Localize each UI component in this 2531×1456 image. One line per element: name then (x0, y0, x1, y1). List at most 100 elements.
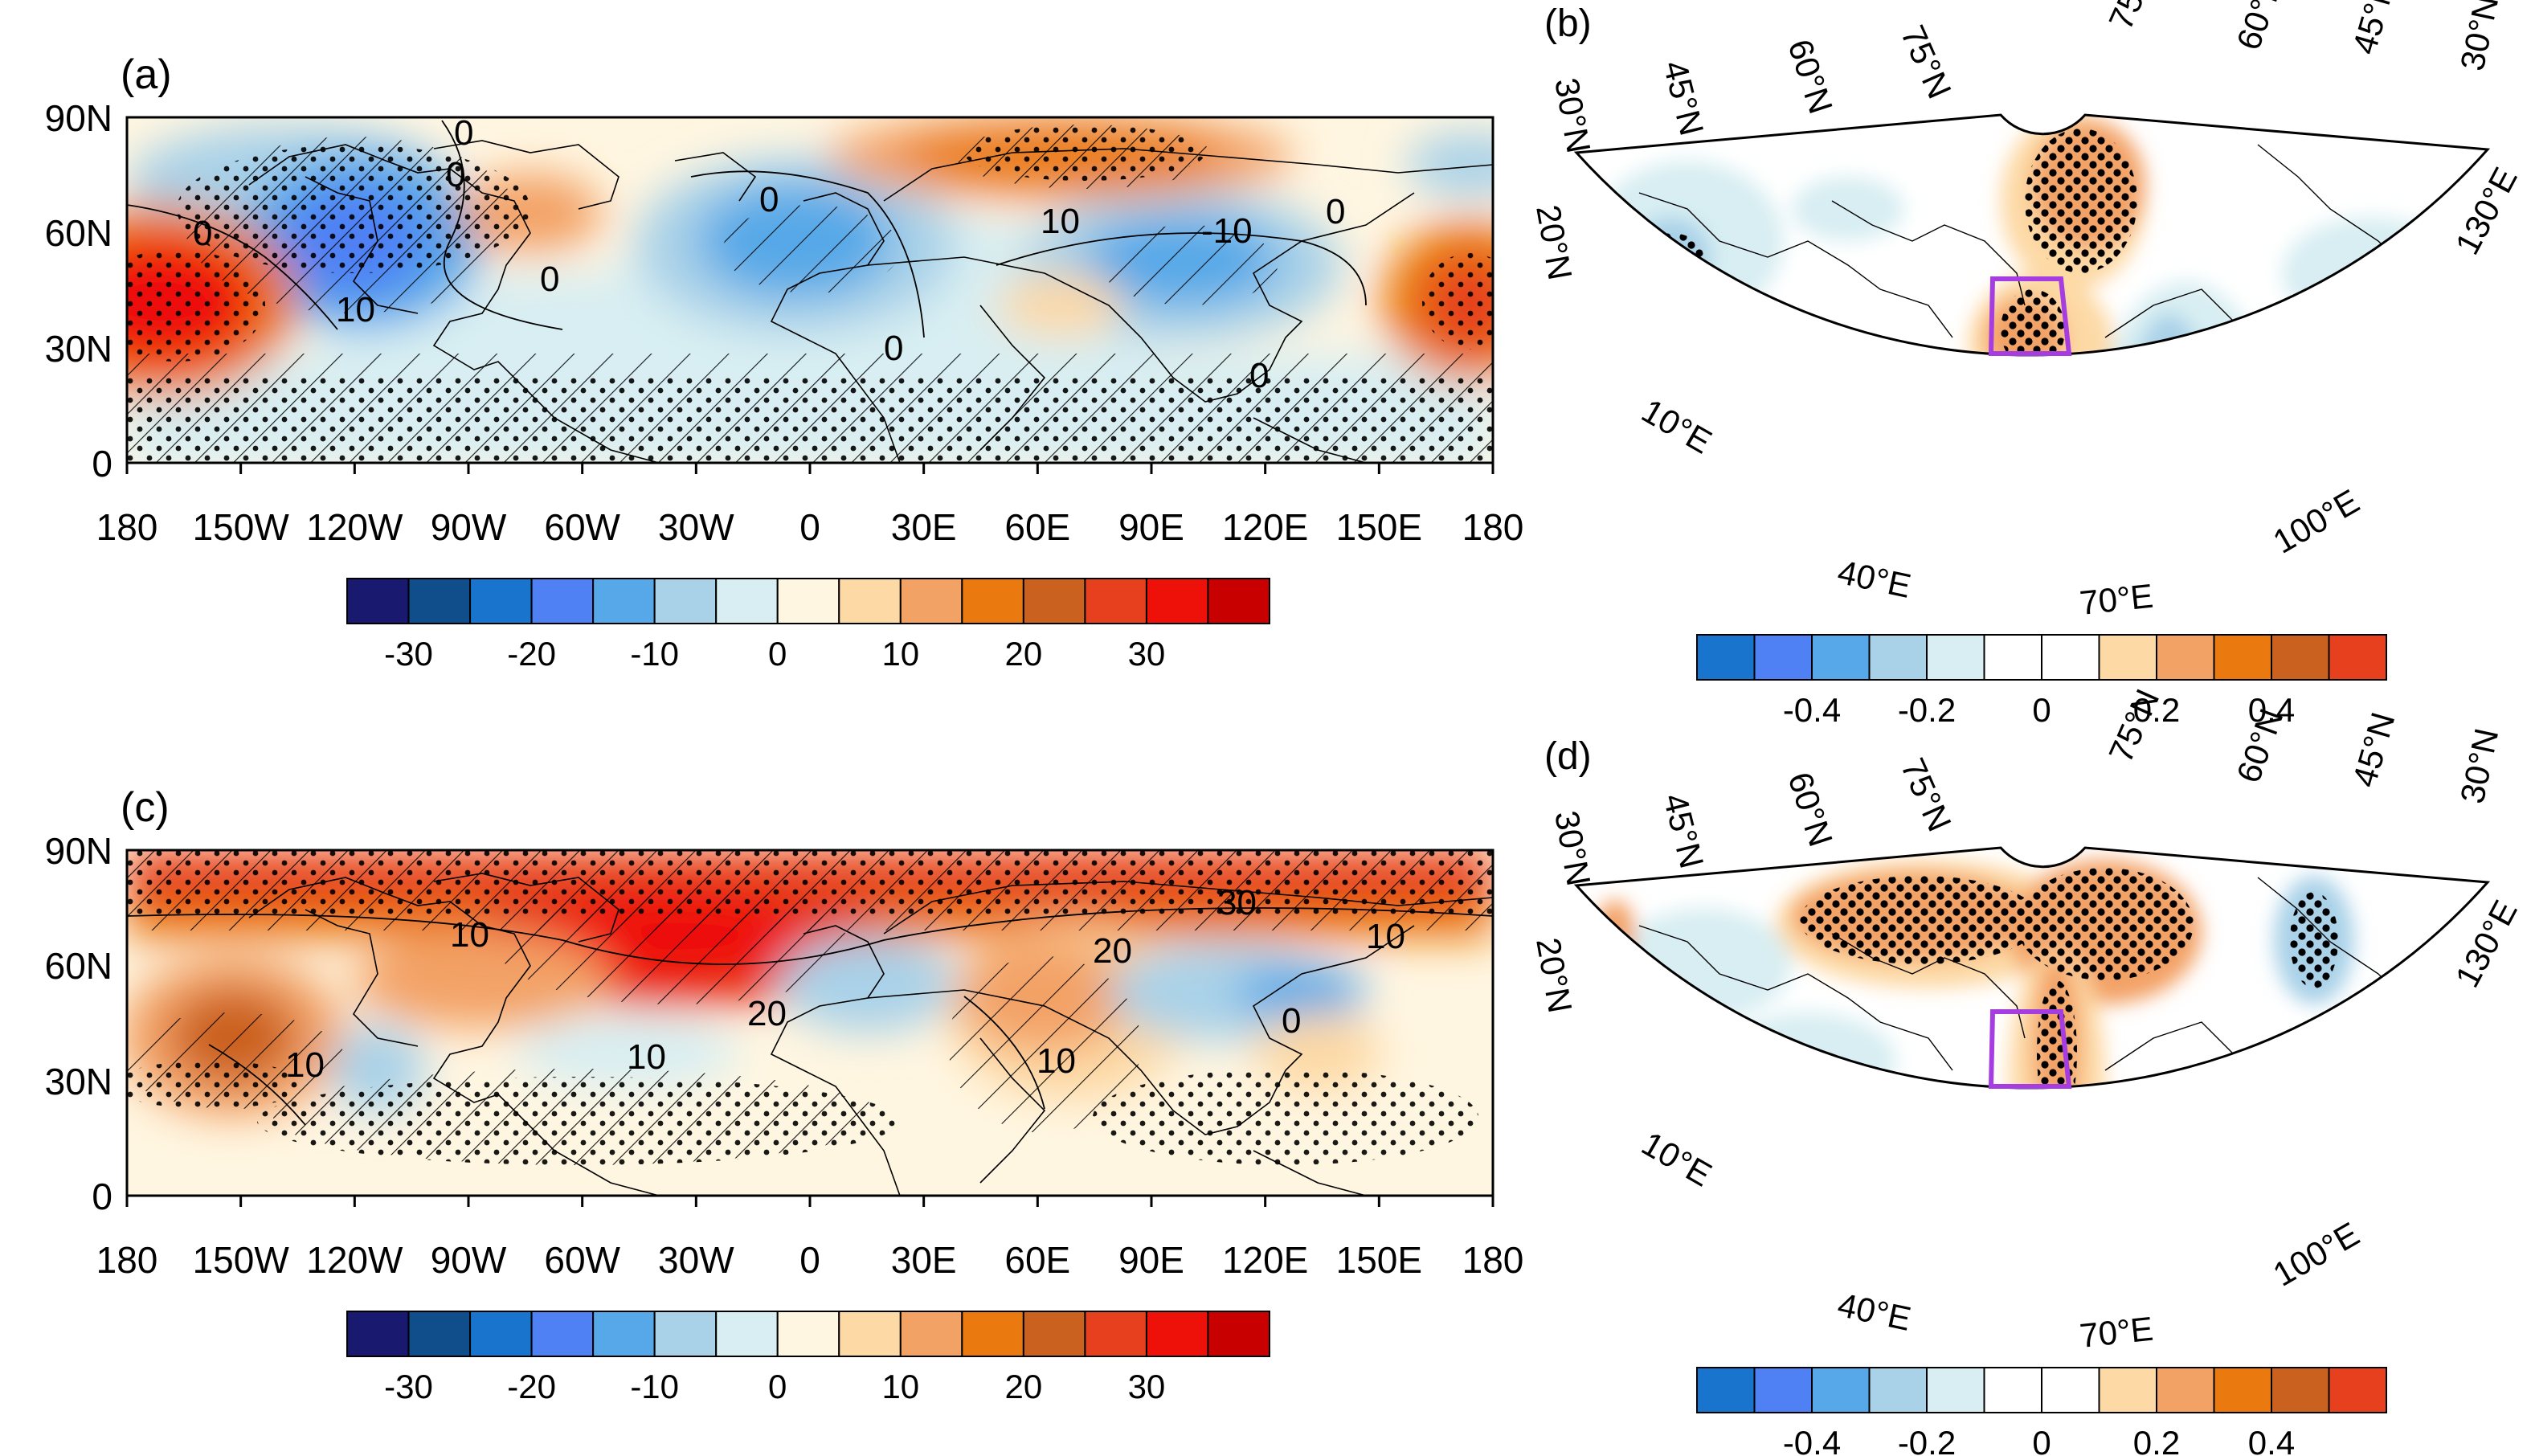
coastlines-c (248, 873, 1493, 1196)
colorbar-swatch (2328, 634, 2387, 681)
colorbar-swatch (2271, 634, 2330, 681)
colorbar-swatch (2271, 1367, 2330, 1413)
colorbar-swatch (1022, 1311, 1086, 1357)
contour-label: 0 (446, 155, 465, 194)
x-tick-label: 30E (891, 1239, 957, 1281)
lon-label: 40°E (1834, 553, 1914, 605)
colorbar-swatch (715, 1311, 779, 1357)
x-tick-label: 120W (306, 506, 403, 548)
lat-label: 30°N (2453, 0, 2505, 74)
colorbar-swatch (530, 1311, 595, 1357)
colorbar-label: -0.2 (1898, 1424, 1956, 1456)
panel-label-a: (a) (121, 51, 172, 98)
colorbar-swatch (469, 1311, 533, 1357)
lat-label: 60°N (1781, 35, 1840, 118)
colorbar-label: 20 (1005, 635, 1043, 673)
colorbar-swatch (346, 1311, 410, 1357)
x-axis-c: 180 150W 120W 90W 60W 30W 0 30E 60E 90E 120E 150E 18… (96, 1196, 1523, 1281)
y-tick-label: 60N (45, 212, 112, 254)
colorbar-swatch (469, 578, 533, 624)
y-tick-label: 0 (92, 443, 112, 485)
colorbar-label: -0.4 (1783, 1424, 1841, 1456)
colorbar-label: -0.4 (1783, 691, 1841, 729)
panel-label-c: (c) (121, 784, 170, 831)
contour-label: 0 (884, 329, 903, 368)
colorbar-label: 30 (1128, 1368, 1166, 1405)
colorbar-swatch (838, 578, 902, 624)
colorbar-label: 30 (1128, 635, 1166, 673)
colorbar-swatch (838, 1311, 902, 1357)
colorbar-label: -10 (630, 635, 679, 673)
panel-label-d: (d) (1544, 735, 1592, 778)
contour-label: 0 (1249, 356, 1269, 395)
colorbar-label: 0 (768, 635, 787, 673)
colorbar-label: -20 (507, 1368, 556, 1405)
x-axis-a: 180 150W 120W 90W 60W 30W 0 30E 60E 90E 120E 150E 18… (96, 463, 1524, 548)
colorbar-d: -0.4 -0.2 0 0.2 0.4 (1696, 1367, 2387, 1456)
colorbar-swatch (346, 578, 410, 624)
colorbar-swatch (776, 1311, 840, 1357)
lat-label: 45°N (1656, 790, 1711, 872)
colorbar-swatch (715, 578, 779, 624)
region-box-b (1988, 276, 2072, 356)
colorbar-swatch (2328, 1367, 2387, 1413)
colorbar-swatch (1926, 634, 1985, 681)
colorbar-label: 0.2 (2133, 691, 2180, 729)
map-field-c (127, 850, 1493, 1196)
lat-label: 75°N (1894, 753, 1959, 837)
x-tick-label: 150E (1336, 506, 1422, 548)
lon-label: 10°E (1636, 391, 1719, 460)
x-tick-label: 120E (1222, 506, 1308, 548)
x-tick-label: 180 (1462, 506, 1524, 548)
lat-label: 45°N (2345, 0, 2402, 58)
colorbar-swatch (1983, 1367, 2042, 1413)
colorbar-b: -0.4 -0.2 0 0.2 0.4 (1696, 634, 2387, 729)
colorbar-label: -0.2 (1898, 691, 1956, 729)
colorbar-swatch (1696, 1367, 1756, 1413)
map-field-a (127, 117, 1493, 463)
lat-label: 30°N (1548, 808, 1598, 889)
x-tick-label: 180 (96, 506, 158, 548)
colorbar-swatch (2041, 1367, 2100, 1413)
panel-c: (c) (45, 784, 1524, 1405)
panel-label-b: (b) (1544, 2, 1592, 45)
lon-label: 100°E (2267, 1215, 2365, 1294)
lat-label: 30°N (2453, 725, 2505, 807)
x-tick-label: 60E (1004, 506, 1070, 548)
colorbar-label: 10 (881, 635, 919, 673)
y-axis-c: 90N 60N 30N 0 (45, 830, 112, 1217)
contour-label: 10 (285, 1045, 325, 1085)
contour-label: 0 (454, 113, 473, 153)
colorbar-label: -20 (507, 635, 556, 673)
contour-label: 10 (336, 290, 375, 329)
y-tick-label: 30N (45, 328, 112, 370)
colorbar-swatch (2213, 1367, 2272, 1413)
contour-label: 20 (747, 994, 787, 1033)
colorbar-label: 0.4 (2248, 691, 2295, 729)
lon-label: 40°E (1834, 1286, 1914, 1338)
colorbar-swatch (1696, 634, 1756, 681)
colorbar-swatch (2156, 634, 2215, 681)
x-tick-label: 90W (431, 1239, 507, 1281)
x-tick-label: 90E (1118, 1239, 1184, 1281)
lon-label: 10°E (1636, 1124, 1719, 1193)
contour-label: 0 (759, 180, 779, 219)
x-tick-label: 90W (431, 506, 507, 548)
colorbar-swatch (1022, 578, 1086, 624)
colorbar-swatch (961, 578, 1024, 624)
panel-a: (a) (45, 51, 1524, 673)
contour-label: 10 (1037, 1041, 1076, 1081)
colorbar-label: 0 (768, 1368, 787, 1405)
colorbar-swatch (1145, 1311, 1209, 1357)
y-tick-label: 0 (92, 1176, 112, 1217)
colorbar-swatch (2098, 634, 2157, 681)
colorbar-label: -30 (384, 635, 433, 673)
colorbar-swatch (1084, 578, 1147, 624)
colorbar-label: -10 (630, 1368, 679, 1405)
y-axis-a: 90N 60N 30N 0 (45, 97, 112, 485)
lat-label: 45°N (1656, 57, 1711, 139)
x-tick-label: 60W (544, 1239, 620, 1281)
contour-label: 20 (1093, 931, 1132, 971)
colorbar-a: -30 -20 -10 0 10 20 30 (346, 578, 1271, 673)
colorbar-c: -30 -20 -10 0 10 20 30 (346, 1311, 1271, 1405)
